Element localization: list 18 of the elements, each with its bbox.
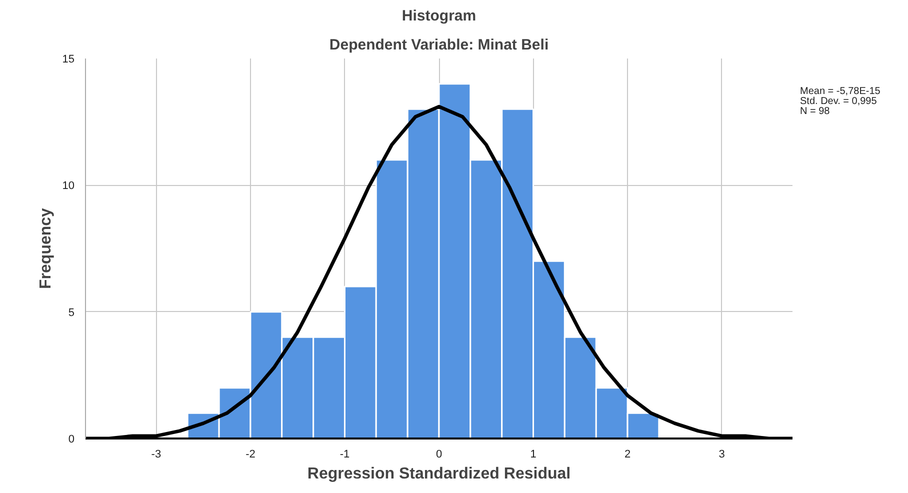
y-tick-label: 10	[62, 180, 75, 192]
x-tick-label: -2	[246, 448, 256, 460]
chart-subtitle: Dependent Variable: Minat Beli	[329, 36, 549, 54]
text: Std. Dev. = 0,995	[800, 96, 877, 107]
x-tick-label: -1	[340, 448, 350, 460]
x-tick-label: -3	[151, 448, 162, 460]
y-tick-label: 0	[68, 434, 75, 446]
x-tick-label: 0	[436, 448, 442, 460]
y-tick-label: 15	[62, 54, 75, 66]
y-axis-title: Frequency	[37, 208, 54, 289]
y-tick-label: 5	[68, 306, 75, 319]
x-tick-label: 1	[530, 448, 536, 460]
x-axis-title: Regression Standardized Residual	[307, 466, 571, 482]
x-tick-label: 2	[624, 448, 631, 460]
text: Mean = -5,78E-15	[800, 86, 880, 97]
x-tick-label: 3	[718, 448, 725, 460]
chart-title: Histogram	[402, 8, 476, 24]
text: N = 98	[800, 106, 830, 117]
